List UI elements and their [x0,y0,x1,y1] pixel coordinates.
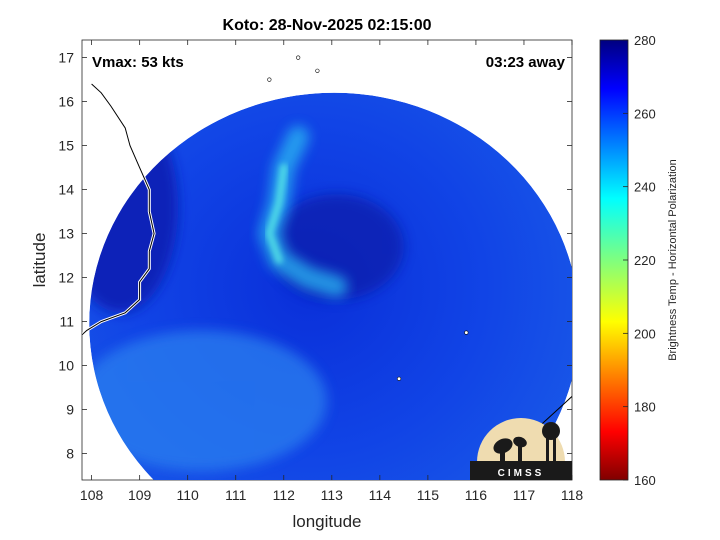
y-axis: 8 9 10 11 12 13 14 15 16 17 [58,50,572,462]
y-tick-label: 17 [58,50,74,66]
y-tick-label: 11 [59,314,74,330]
y-tick-label: 10 [58,358,74,374]
x-tick-label: 116 [465,487,488,503]
time-away-annotation: 03:23 away [486,54,566,71]
x-tick-label: 118 [561,487,584,503]
x-axis-label: longitude [292,512,361,531]
y-tick-label: 12 [58,270,74,286]
island [267,77,272,82]
y-tick-label: 8 [66,446,74,462]
x-tick-label: 108 [80,487,104,503]
x-tick-label: 117 [513,487,536,503]
colorbar-tick-label: 220 [634,253,656,268]
vmax-annotation: Vmax: 53 kts [92,54,184,71]
y-axis-label: latitude [30,233,49,288]
coastline-edge [82,83,155,336]
x-tick-label: 113 [321,487,344,503]
colorbar-tick-label: 280 [634,33,656,48]
colorbar-label: Brightness Temp - Horizontal Polarizatio… [667,159,679,361]
colorbar-tick-label: 240 [634,180,656,195]
x-tick-label: 111 [225,487,246,503]
y-tick-label: 15 [58,138,74,154]
island [296,55,301,60]
x-axis: 108 109 110 111 112 113 114 115 116 117 118 [80,40,583,503]
cimss-logo: CIMSS [470,418,572,480]
x-tick-label: 109 [128,487,152,503]
colorbar-ticks: 160 180 200 220 240 260 280 [623,33,656,488]
island [315,68,320,73]
y-tick-label: 13 [58,226,74,242]
y-tick-label: 14 [58,182,74,198]
islands [267,55,469,381]
chart-title: Koto: 28-Nov-2025 02:15:00 [223,17,432,34]
x-tick-label: 114 [369,487,392,503]
y-tick-label: 9 [66,402,74,418]
x-tick-label: 110 [177,487,200,503]
x-tick-label: 112 [273,487,296,503]
logo-text: CIMSS [498,468,545,479]
colorbar-tick-label: 200 [634,326,656,341]
x-tick-label: 115 [417,487,440,503]
colorbar-tick-label: 160 [634,473,656,488]
southwest-patch [89,330,327,472]
y-tick-label: 16 [58,94,74,110]
island [396,376,402,381]
colorbar-tick-label: 260 [634,106,656,121]
colorbar-tick-label: 180 [634,400,656,415]
island [464,330,469,335]
rainband-inner [265,163,288,264]
